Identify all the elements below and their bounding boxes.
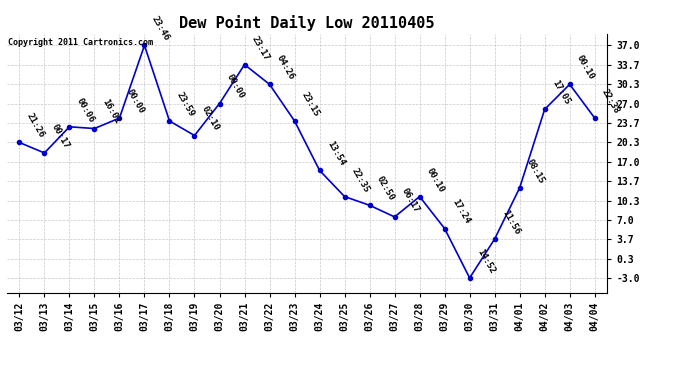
Text: 00:06: 00:06 — [75, 96, 96, 124]
Text: 23:46: 23:46 — [150, 15, 171, 43]
Text: 00:00: 00:00 — [125, 87, 146, 115]
Text: 02:50: 02:50 — [375, 175, 396, 202]
Text: 22:35: 22:35 — [350, 166, 371, 194]
Text: 00:17: 00:17 — [50, 122, 71, 150]
Text: 21:26: 21:26 — [25, 112, 46, 140]
Text: 17:05: 17:05 — [550, 79, 571, 106]
Text: 11:56: 11:56 — [500, 209, 522, 236]
Text: 04:26: 04:26 — [275, 54, 296, 81]
Text: 00:00: 00:00 — [225, 73, 246, 101]
Text: 00:10: 00:10 — [575, 54, 596, 81]
Text: 13:54: 13:54 — [325, 140, 346, 168]
Text: 02:10: 02:10 — [200, 105, 221, 133]
Text: 16:01: 16:01 — [100, 98, 121, 126]
Text: 08:15: 08:15 — [525, 157, 546, 185]
Text: 17:24: 17:24 — [450, 198, 471, 226]
Text: 22:38: 22:38 — [600, 87, 622, 115]
Text: 23:15: 23:15 — [300, 90, 322, 118]
Text: 23:17: 23:17 — [250, 34, 271, 62]
Text: 14:52: 14:52 — [475, 248, 496, 275]
Title: Dew Point Daily Low 20110405: Dew Point Daily Low 20110405 — [179, 15, 435, 31]
Text: 00:10: 00:10 — [425, 166, 446, 194]
Text: 23:59: 23:59 — [175, 90, 196, 118]
Text: Copyright 2011 Cartronics.com: Copyright 2011 Cartronics.com — [8, 38, 153, 46]
Text: 06:17: 06:17 — [400, 186, 422, 214]
